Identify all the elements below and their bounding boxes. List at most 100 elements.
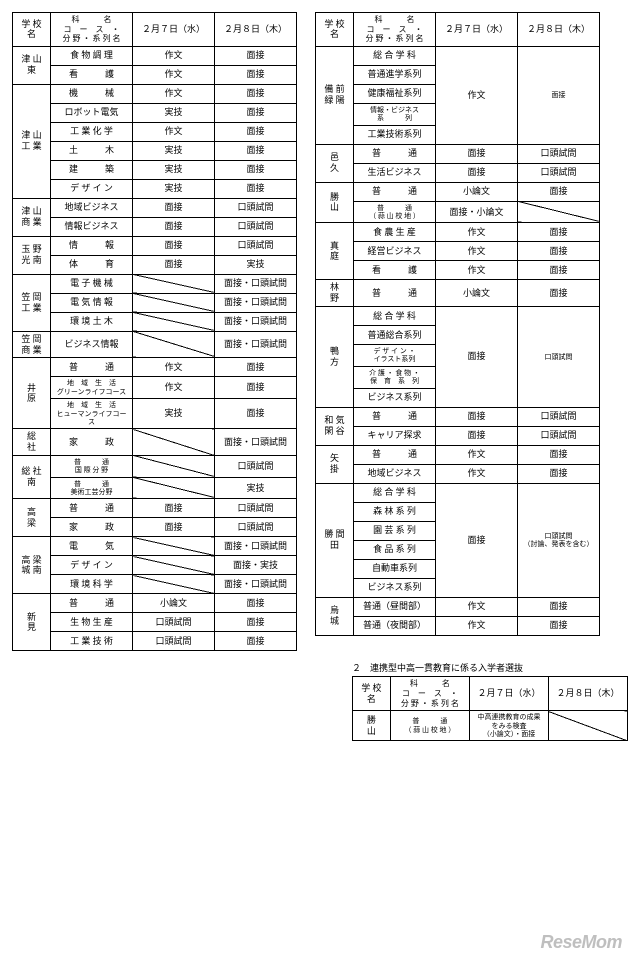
day2-value: 面接 xyxy=(518,616,600,635)
day1-value xyxy=(133,331,215,358)
subject-name: 食 物 調 理 xyxy=(51,46,133,65)
subject-name: 工 業 技 術 xyxy=(51,632,133,651)
day2-value xyxy=(548,711,627,741)
day1-value xyxy=(133,455,215,477)
subject-name: 土 木 xyxy=(51,141,133,160)
day1-value: 小論文 xyxy=(436,182,518,201)
day1-value: 面接 xyxy=(133,499,215,518)
subject-name: 地域ビジネス xyxy=(51,198,133,217)
subject-name: 建 築 xyxy=(51,160,133,179)
day1-value: 面接 xyxy=(133,198,215,217)
day2-value: 面接・口頭試問 xyxy=(215,331,297,358)
day2-value: 面接 xyxy=(215,358,297,377)
school-name: 井 原 xyxy=(13,358,51,429)
subject-name: ビジネス情報 xyxy=(51,331,133,358)
day1-value: 面接 xyxy=(436,483,518,597)
hdr-school: 学 校 名 xyxy=(13,13,51,47)
hdr-school: 学 校 名 xyxy=(316,13,354,47)
subject-name: 生 物 生 産 xyxy=(51,613,133,632)
day1-value: 作文 xyxy=(133,377,215,399)
day2-value: 口頭試問 xyxy=(215,198,297,217)
day2-value: 面接 xyxy=(215,122,297,141)
subject-name: 普通（昼間部） xyxy=(354,597,436,616)
subject-name: 情報ビジネス xyxy=(51,217,133,236)
subject-name: 普 通美術工芸分野 xyxy=(51,477,133,499)
school-name: 玉 野 光 南 xyxy=(13,236,51,274)
day2-value: 面接・口頭試問 xyxy=(215,274,297,293)
subject-name: 情 報 xyxy=(51,236,133,255)
subject-name: 普 通（ 蒜 山 校 地 ） xyxy=(354,201,436,223)
subject-name: デ ザ イ ン ・イラスト系列 xyxy=(354,344,436,366)
day2-value: 面接・口頭試問 xyxy=(215,312,297,331)
day1-value: 実技 xyxy=(133,399,215,429)
day2-value: 面接・口頭試問 xyxy=(215,575,297,594)
day1-value: 実技 xyxy=(133,160,215,179)
school-name: 勝 間 田 xyxy=(316,483,354,597)
day1-value: 作文 xyxy=(133,358,215,377)
day1-value: 作文 xyxy=(133,46,215,65)
subject-name: 家 政 xyxy=(51,518,133,537)
subject-name: 普 通 xyxy=(354,407,436,426)
day2-value: 面接 xyxy=(215,46,297,65)
day1-value xyxy=(133,477,215,499)
subject-name: 食 農 生 産 xyxy=(354,223,436,242)
subject-name: 家 政 xyxy=(51,429,133,456)
subject-name: 地 域 生 活ヒューマンライフコース xyxy=(51,399,133,429)
day1-value: 作文 xyxy=(436,242,518,261)
subject-name: 普 通 xyxy=(354,182,436,201)
hdr-school: 学 校 名 xyxy=(353,677,391,711)
subject-name: 普 通 xyxy=(354,445,436,464)
school-name: 林 野 xyxy=(316,280,354,307)
hdr-day1: ２月７日（水） xyxy=(470,677,549,711)
subject-name: 総 合 学 科 xyxy=(354,483,436,502)
day2-value: 面接 xyxy=(518,464,600,483)
right-table: 学 校 名科 名コ ー ス ・分 野 ・ 系 列 名２月７日（水）２月８日（木）… xyxy=(315,12,600,636)
day1-value: 面接 xyxy=(133,518,215,537)
day1-value: 作文 xyxy=(436,261,518,280)
day2-value: 口頭試問 xyxy=(215,518,297,537)
day1-value: 作文 xyxy=(436,464,518,483)
school-name: 笠 岡 工 業 xyxy=(13,274,51,331)
hdr-day1: ２月７日（水） xyxy=(133,13,215,47)
day2-value: 口頭試問 xyxy=(215,217,297,236)
day2-value: 口頭試問 xyxy=(518,144,600,163)
school-name: 津 山 工 業 xyxy=(13,84,51,198)
subject-name: 普通（夜間部） xyxy=(354,616,436,635)
day2-value: 口頭試問 xyxy=(215,236,297,255)
school-name: 総 社 南 xyxy=(13,455,51,499)
day2-value: 口頭試問 xyxy=(518,426,600,445)
day1-value: 作文 xyxy=(436,445,518,464)
subject-name: 健康福祉系列 xyxy=(354,84,436,103)
day1-value: 口頭試問 xyxy=(133,632,215,651)
school-name: 和 気 閑 谷 xyxy=(316,407,354,445)
subject-name: 体 育 xyxy=(51,255,133,274)
day1-value: 作文 xyxy=(133,84,215,103)
hdr-subject: 科 名コ ー ス ・分 野 ・ 系 列 名 xyxy=(354,13,436,47)
school-name: 勝 山 xyxy=(353,711,391,741)
school-name: 邑 久 xyxy=(316,144,354,182)
day2-value: 面接 xyxy=(518,261,600,280)
day2-value: 面接 xyxy=(518,46,600,144)
day2-value: 口頭試問 xyxy=(215,499,297,518)
day2-value: 口頭試問 xyxy=(518,407,600,426)
sub-table: 学 校 名科 名コ ー ス ・分 野 ・ 系 列 名２月７日（水）２月８日（木）… xyxy=(352,676,628,741)
hdr-subject: 科 名コ ー ス ・分 野 ・ 系 列 名 xyxy=(51,13,133,47)
day1-value: 面接 xyxy=(133,255,215,274)
school-name: 津 山 東 xyxy=(13,46,51,84)
subject-name: 普 通 xyxy=(354,280,436,307)
day2-value: 面接・実技 xyxy=(215,556,297,575)
day1-value: 作文 xyxy=(436,46,518,144)
day1-value: 面接 xyxy=(436,144,518,163)
subject-name: 機 械 xyxy=(51,84,133,103)
school-name: 高 梁 xyxy=(13,499,51,537)
subject-name: 経営ビジネス xyxy=(354,242,436,261)
day1-value: 小論文 xyxy=(436,280,518,307)
day2-value: 面接 xyxy=(518,182,600,201)
subject-name: 普 通 xyxy=(51,499,133,518)
subject-name: 総 合 学 科 xyxy=(354,46,436,65)
day2-value: 面接 xyxy=(215,613,297,632)
school-name: 笠 岡 商 業 xyxy=(13,331,51,358)
subject-name: 地 域 生 活グリーンライフコース xyxy=(51,377,133,399)
subject-name: ビジネス系列 xyxy=(354,388,436,407)
subject-name: 工 業 化 学 xyxy=(51,122,133,141)
